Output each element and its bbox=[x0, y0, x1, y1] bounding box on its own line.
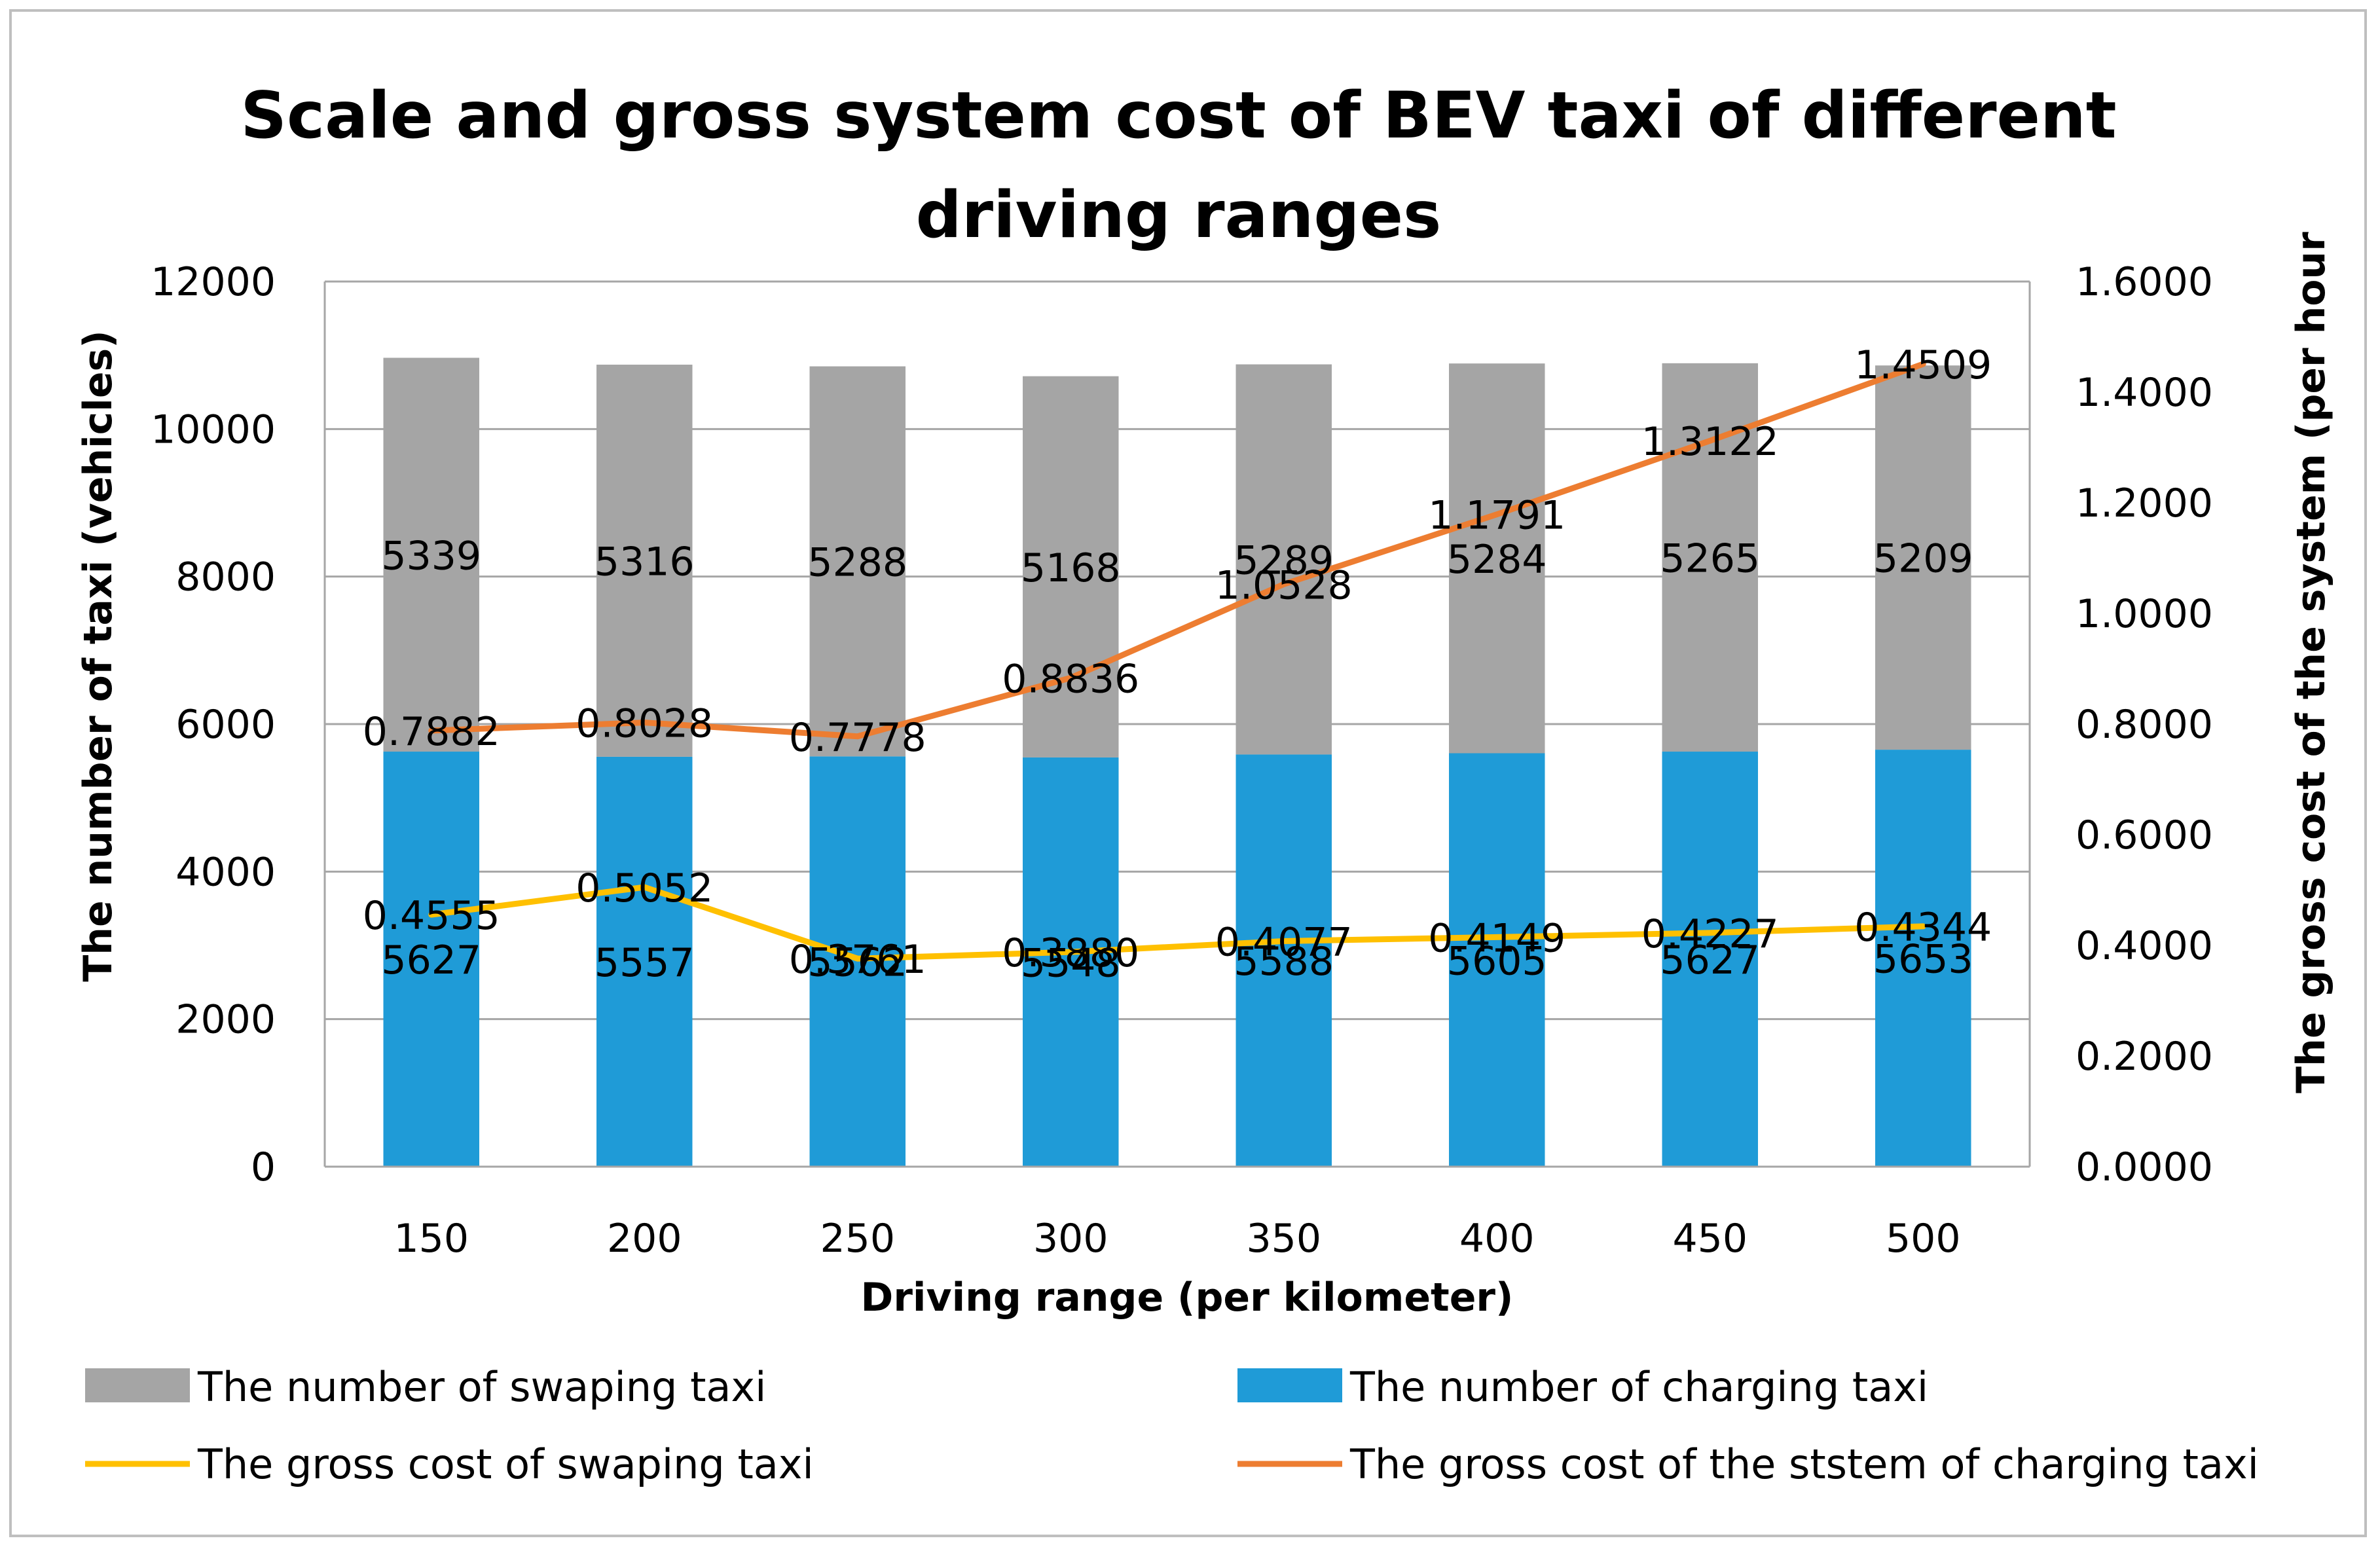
x-tick-label: 400 bbox=[1459, 1216, 1535, 1262]
bars bbox=[383, 357, 1971, 1167]
bar-swaping bbox=[809, 366, 906, 757]
legend: The number of swaping taxi The number of … bbox=[85, 1363, 2259, 1488]
x-axis-title: Driving range (per kilometer) bbox=[861, 1275, 1514, 1321]
data-label-charging: 5627 bbox=[381, 938, 481, 983]
data-label-cost: 0.5052 bbox=[576, 866, 713, 911]
data-label-cost: 0.4227 bbox=[1641, 911, 1779, 957]
y2-tick-label: 1.2000 bbox=[2076, 481, 2213, 526]
data-label-swaping: 5168 bbox=[1021, 545, 1121, 591]
bar-swaping bbox=[1875, 365, 1971, 750]
x-tick-label: 300 bbox=[1033, 1216, 1108, 1262]
data-label-cost: 0.3761 bbox=[789, 937, 926, 983]
data-label-cost: 0.3880 bbox=[1002, 930, 1139, 976]
bar-charging bbox=[383, 752, 479, 1167]
x-tick-label: 150 bbox=[394, 1216, 469, 1262]
legend-label: The number of swaping taxi bbox=[197, 1363, 766, 1411]
y2-axis-title: The gross cost of the system (per hour bbox=[2288, 232, 2334, 1093]
y2-tick-label: 0.8000 bbox=[2076, 702, 2213, 748]
bar-charging bbox=[1662, 752, 1758, 1167]
y2-tick-label: 0.4000 bbox=[2076, 923, 2213, 969]
series-line bbox=[428, 884, 1926, 962]
y-axis-title: The number of taxi (vehicles) bbox=[75, 330, 121, 981]
data-label-cost: 1.3122 bbox=[1641, 419, 1779, 465]
data-label-cost: 0.8836 bbox=[1002, 656, 1139, 702]
series-line bbox=[428, 361, 1926, 740]
data-label-swaping: 5265 bbox=[1660, 536, 1760, 581]
data-labels: 5627 5339 5557 5316 5562 5288 5548 5168 5588 5289… bbox=[363, 342, 1992, 986]
y2-tick-label: 0.0000 bbox=[2076, 1144, 2213, 1190]
y-tick-label: 12000 bbox=[151, 259, 276, 305]
y2-tick-label: 1.0000 bbox=[2076, 591, 2213, 637]
data-label-charging: 5653 bbox=[1873, 937, 1973, 983]
data-label-cost: 0.4149 bbox=[1428, 915, 1565, 961]
data-label-swaping: 5209 bbox=[1873, 536, 1973, 582]
y-tick-label: 10000 bbox=[151, 407, 276, 452]
data-label-charging: 5548 bbox=[1021, 940, 1121, 986]
legend-label: The number of charging taxi bbox=[1349, 1363, 1928, 1411]
bar-charging bbox=[1236, 754, 1332, 1167]
data-label-cost: 0.8028 bbox=[576, 701, 713, 747]
data-label-charging: 5627 bbox=[1660, 938, 1760, 983]
y2-tick-label: 1.4000 bbox=[2076, 370, 2213, 416]
bar-charging bbox=[596, 756, 693, 1167]
data-label-cost: 0.4555 bbox=[363, 893, 500, 939]
y2-tick-label: 0.2000 bbox=[2076, 1034, 2213, 1080]
data-label-cost: 0.7778 bbox=[789, 715, 926, 761]
legend-swatch bbox=[85, 1368, 190, 1402]
x-tick-label: 200 bbox=[607, 1216, 682, 1262]
bar-swaping bbox=[1449, 363, 1545, 754]
data-label-cost: 1.4509 bbox=[1854, 342, 1992, 388]
bar-swaping bbox=[383, 357, 479, 752]
legend-label: The gross cost of swaping taxi bbox=[197, 1440, 814, 1488]
data-label-cost: 0.7882 bbox=[363, 709, 500, 755]
y2-tick-label: 0.6000 bbox=[2076, 812, 2213, 858]
y-tick-label: 4000 bbox=[175, 849, 276, 895]
x-tick-label: 500 bbox=[1886, 1216, 1961, 1262]
data-label-swaping: 5284 bbox=[1447, 537, 1547, 583]
y2-tick-label: 1.6000 bbox=[2076, 259, 2213, 305]
y-tick-label: 2000 bbox=[175, 997, 276, 1043]
x-tick-label: 450 bbox=[1672, 1216, 1748, 1262]
data-label-swaping: 5288 bbox=[807, 539, 907, 585]
bar-charging bbox=[1875, 750, 1971, 1167]
bar-charging bbox=[1449, 753, 1545, 1167]
data-label-swaping: 5316 bbox=[595, 539, 695, 585]
data-label-cost: 0.4344 bbox=[1854, 905, 1992, 951]
data-label-swaping: 5289 bbox=[1234, 538, 1334, 583]
legend-label: The gross cost of the ststem of charging… bbox=[1349, 1440, 2259, 1488]
data-label-charging: 5562 bbox=[807, 940, 907, 986]
y-tick-label: 0 bbox=[251, 1144, 276, 1190]
bar-swaping bbox=[1023, 376, 1119, 757]
data-label-cost: 1.0528 bbox=[1215, 562, 1353, 608]
tick-labels: 0 2000 4000 6000 8000 10000 12000 0.0000 0.2000 0… bbox=[151, 259, 2213, 1262]
data-label-cost: 1.1791 bbox=[1428, 493, 1565, 539]
bar-charging bbox=[1023, 757, 1119, 1167]
data-label-charging: 5605 bbox=[1447, 938, 1547, 984]
chart-title-line-1: Scale and gross system cost of BEV taxi … bbox=[240, 79, 2116, 153]
chart-title-line-2: driving ranges bbox=[916, 178, 1442, 253]
axes bbox=[323, 282, 2031, 1168]
bar-swaping bbox=[596, 364, 693, 757]
y-tick-label: 6000 bbox=[175, 702, 276, 748]
data-label-cost: 0.4077 bbox=[1215, 919, 1353, 965]
x-tick-label: 350 bbox=[1246, 1216, 1321, 1262]
lines bbox=[428, 361, 1926, 962]
data-label-swaping: 5339 bbox=[381, 533, 481, 579]
bar-swaping bbox=[1236, 364, 1332, 755]
data-label-charging: 5557 bbox=[595, 940, 695, 986]
x-tick-label: 250 bbox=[820, 1216, 895, 1262]
y-tick-label: 8000 bbox=[175, 555, 276, 600]
legend-swatch bbox=[1237, 1368, 1342, 1402]
data-label-charging: 5588 bbox=[1234, 939, 1334, 985]
